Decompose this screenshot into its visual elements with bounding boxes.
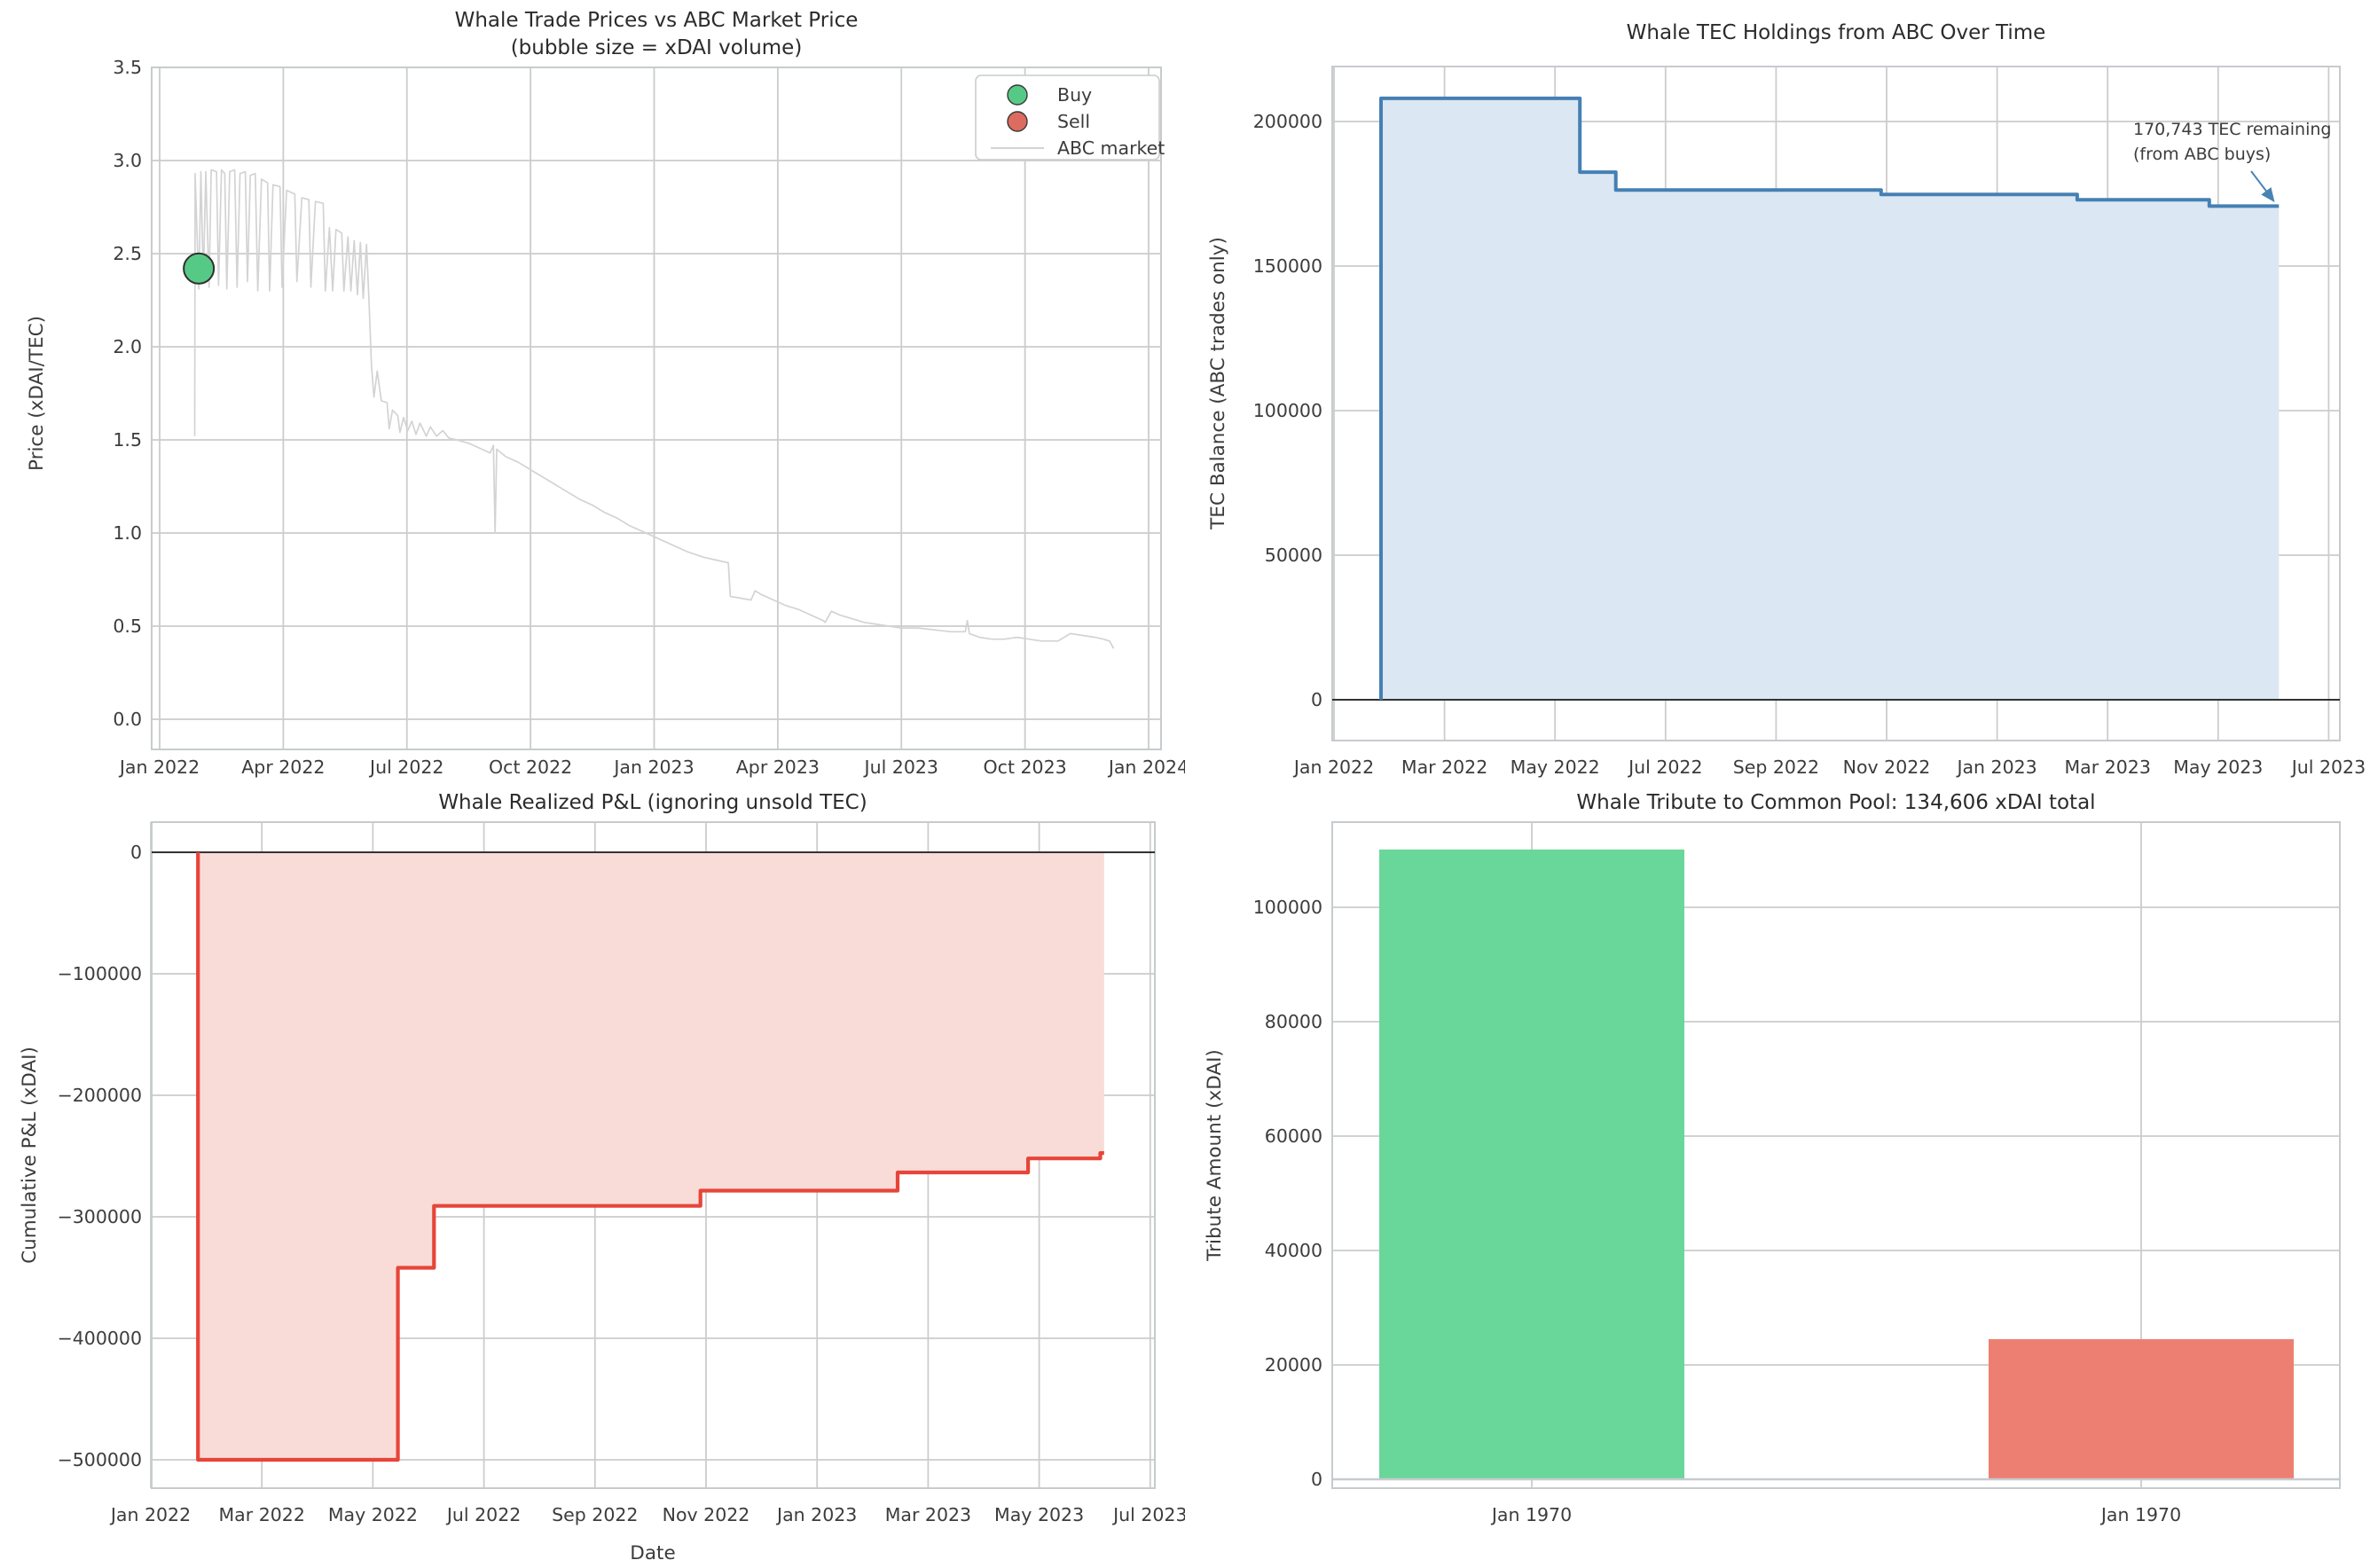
x-tick-label: Mar 2023: [885, 1504, 971, 1525]
buy-bubble: [183, 252, 216, 285]
legend-buy-label: Buy: [1057, 84, 1092, 106]
x-tick-label: Mar 2022: [1401, 757, 1487, 778]
abc-market-line: [193, 169, 1115, 649]
tribute-chart: 0 20000 40000 60000 80000 100000 Jan 1970 Jan 1…: [1185, 784, 2370, 1568]
x-tick-label: Mar 2022: [219, 1504, 305, 1525]
y-tick-label: 1.5: [113, 429, 142, 451]
x-tick-label: Jul 2023: [863, 757, 938, 778]
legend-sell-icon: [1007, 111, 1028, 132]
x-tick-label: Apr 2022: [241, 757, 325, 778]
plot-border: [1331, 821, 2341, 1489]
y-tick-label: 3.5: [113, 57, 142, 78]
chart-title: Whale Trade Prices vs ABC Market Price: [455, 9, 859, 32]
holdings-area-fill: [1381, 98, 2280, 700]
y-tick-label: 100000: [1253, 400, 1322, 421]
y-tick-label: −100000: [58, 963, 142, 984]
plot-border: [151, 67, 1162, 750]
y-tick-label: 0: [1311, 1469, 1322, 1490]
y-tick-label: 1.0: [113, 522, 142, 544]
x-tick-label: Jan 2023: [1955, 757, 2036, 778]
pnl-chart: 0 −100000 −200000 −300000 −400000 −500000 Jan …: [0, 784, 1185, 1568]
y-axis-label: Price (xDAI/TEC): [26, 316, 48, 471]
x-tick-label: Jul 2023: [1111, 1504, 1185, 1525]
plot-border: [1331, 66, 2341, 741]
x-tick-label: Jul 2023: [2290, 757, 2366, 778]
chart-title: Whale Realized P&L (ignoring unsold TEC): [438, 791, 867, 814]
price-chart: 0.0 0.5 1.0 1.5 2.0 2.5 3.0 3.5 Jan 2022 Apr 2022…: [0, 0, 1185, 784]
x-tick-label: Jan 2024: [1107, 757, 1185, 778]
x-tick-label: Oct 2023: [984, 757, 1067, 778]
x-tick-label: Jul 2022: [445, 1504, 521, 1525]
x-tick-label: Nov 2022: [1843, 757, 1931, 778]
y-axis-label: TEC Balance (ABC trades only): [1207, 237, 1229, 530]
legend-sell-label: Sell: [1057, 111, 1090, 132]
y-tick-label: 100000: [1253, 897, 1322, 918]
remaining-annotation: 170,743 TEC remaining (from ABC buys): [2133, 120, 2331, 202]
x-tick-label: Nov 2022: [663, 1504, 750, 1525]
y-tick-label: 2.5: [113, 243, 142, 264]
annotation-line2: (from ABC buys): [2133, 145, 2271, 164]
y-tick-label: 2.0: [113, 336, 142, 357]
y-axis-label: Tribute Amount (xDAI): [1204, 1049, 1226, 1262]
x-tick-label: Apr 2023: [736, 757, 820, 778]
x-tick-label: Mar 2023: [2065, 757, 2151, 778]
y-tick-label: 0.5: [113, 615, 142, 637]
y-tick-label: 60000: [1265, 1125, 1322, 1147]
legend: Buy Sell ABC market: [975, 74, 1165, 161]
x-tick-label: Jan 2022: [118, 757, 200, 778]
y-tick-label: 0: [130, 842, 142, 863]
x-tick-label: Jan 2023: [775, 1504, 857, 1525]
x-tick-label: May 2022: [328, 1504, 418, 1525]
tribute-bar-sell-tribute: [1989, 1338, 2294, 1479]
y-tick-label: 20000: [1265, 1354, 1322, 1376]
x-axis-label: Date: [630, 1542, 675, 1564]
annotation-line1: 170,743 TEC remaining: [2133, 120, 2331, 139]
panel-trade-prices: 0.0 0.5 1.0 1.5 2.0 2.5 3.0 3.5 Jan 2022 Apr 2022…: [0, 0, 1185, 784]
y-tick-label: 0.0: [113, 709, 142, 730]
pnl-area-fill: [198, 852, 1104, 1460]
plot-border: [151, 821, 1156, 1489]
y-tick-label: −500000: [58, 1449, 142, 1470]
x-tick-label: Sep 2022: [552, 1504, 638, 1525]
y-tick-label: −400000: [58, 1328, 142, 1349]
y-tick-label: 50000: [1265, 545, 1322, 566]
y-tick-label: 200000: [1253, 111, 1322, 132]
holdings-chart: 0 50000 100000 150000 200000 Jan 2022 Mar 2022…: [1185, 0, 2370, 784]
x-tick-label: May 2022: [1511, 757, 1600, 778]
pnl-step-line: [196, 852, 1104, 1462]
x-tick-label: Jan 1970: [1490, 1504, 1572, 1525]
tribute-bar-buy-tribute: [1379, 849, 1684, 1479]
y-tick-label: 150000: [1253, 255, 1322, 277]
y-tick-label: −200000: [58, 1085, 142, 1106]
legend-buy-icon: [1007, 84, 1028, 106]
x-tick-label: Oct 2022: [489, 757, 572, 778]
x-tick-label: May 2023: [994, 1504, 1084, 1525]
y-tick-label: 0: [1311, 689, 1322, 710]
y-tick-label: 80000: [1265, 1011, 1322, 1032]
x-tick-label: Jan 2022: [109, 1504, 191, 1525]
chart-subtitle: (bubble size = xDAI volume): [511, 36, 803, 59]
y-tick-label: −300000: [58, 1206, 142, 1227]
x-tick-label: Jan 2023: [612, 757, 694, 778]
x-tick-label: Jul 2022: [368, 757, 443, 778]
chart-title: Whale Tribute to Common Pool: 134,606 xD…: [1576, 791, 2095, 814]
panel-realized-pnl: 0 −100000 −200000 −300000 −400000 −500000 Jan …: [0, 784, 1185, 1568]
x-tick-label: Sep 2022: [1733, 757, 1819, 778]
x-tick-label: May 2023: [2173, 757, 2263, 778]
panel-tec-holdings: 0 50000 100000 150000 200000 Jan 2022 Mar 2022…: [1185, 0, 2370, 784]
holdings-step-line: [1379, 96, 2280, 700]
chart-title: Whale TEC Holdings from ABC Over Time: [1627, 21, 2046, 44]
x-tick-label: Jul 2022: [1627, 757, 1702, 778]
x-tick-label: Jan 2022: [1292, 757, 1374, 778]
annotation-arrow: [2250, 170, 2275, 202]
legend-market-label: ABC market: [1057, 137, 1165, 159]
y-tick-label: 40000: [1265, 1240, 1322, 1261]
x-tick-label: Jan 1970: [2099, 1504, 2181, 1525]
y-axis-label: Cumulative P&L (xDAI): [19, 1047, 41, 1264]
y-tick-label: 3.0: [113, 150, 142, 171]
panel-tribute: 0 20000 40000 60000 80000 100000 Jan 1970 Jan 1…: [1185, 784, 2370, 1568]
